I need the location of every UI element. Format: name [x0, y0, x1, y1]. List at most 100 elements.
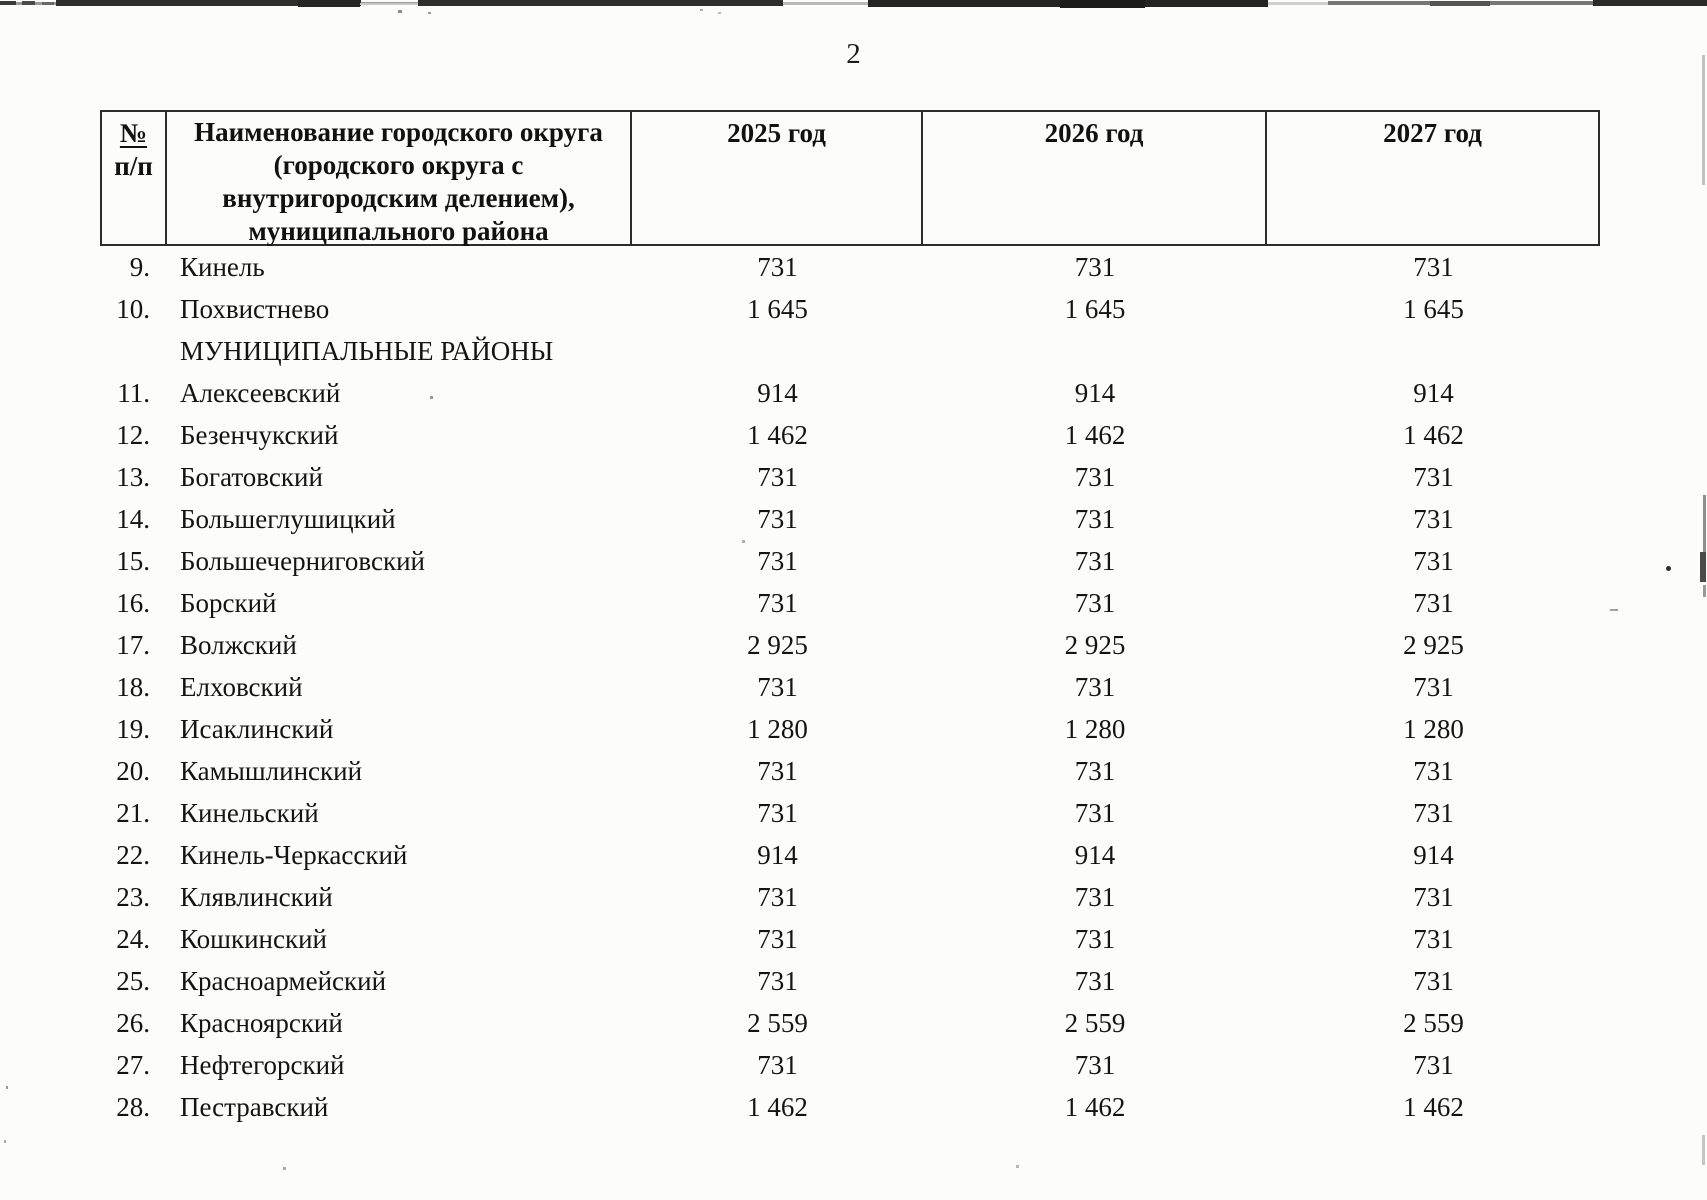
row-number: 23. [116, 882, 150, 912]
row-value-2025: 1 280 [747, 714, 808, 744]
row-value-2026: 731 [1074, 798, 1116, 828]
table-row: 20. Камышлинский 731 731 731 [100, 750, 1600, 792]
row-name: Камышлинский [180, 756, 363, 786]
row-value-2026: 1 462 [1064, 420, 1126, 450]
row-value-2027: 1 645 [1403, 294, 1464, 324]
row-value-2027: 731 [1413, 798, 1454, 828]
row-value-2026: 731 [1074, 924, 1116, 954]
table-row: 28. Пестравский 1 462 1 462 1 462 [100, 1086, 1600, 1128]
row-value-2025: 1 645 [747, 294, 808, 324]
empty-cell [100, 330, 165, 372]
row-name: Богатовский [180, 462, 323, 492]
row-number: 12. [116, 420, 150, 450]
row-number: 19. [116, 714, 150, 744]
row-name: Кинельский [180, 798, 319, 828]
row-value-2026: 2 559 [1064, 1008, 1126, 1038]
row-value-2025: 2 925 [747, 630, 808, 660]
row-name: Борский [180, 588, 277, 618]
empty-cell [1267, 330, 1600, 372]
row-value-2026: 731 [1074, 882, 1116, 912]
row-value-2027: 731 [1413, 672, 1454, 702]
row-name: Алексеевский [180, 378, 341, 408]
table-row: 17. Волжский 2 925 2 925 2 925 [100, 624, 1600, 666]
row-value-2026: 731 [1074, 588, 1116, 618]
row-number: 14. [116, 504, 150, 534]
row-number: 16. [116, 588, 150, 618]
table-body: 9. Кинель 731 731 731 10. Похвистнево 1 … [100, 246, 1600, 1128]
row-value-2025: 731 [757, 504, 798, 534]
row-number: 10. [116, 294, 150, 324]
row-value-2027: 914 [1413, 378, 1454, 408]
row-value-2027: 2 559 [1403, 1008, 1464, 1038]
row-name: Большечерниговский [180, 546, 425, 576]
row-value-2027: 731 [1413, 462, 1454, 492]
row-value-2025: 731 [757, 1050, 798, 1080]
row-name: Пестравский [180, 1092, 329, 1122]
header-cell-2027: 2027 год [1265, 112, 1598, 244]
row-value-2026: 731 [1074, 966, 1116, 996]
row-name: Кошкинский [180, 924, 327, 954]
row-value-2026: 731 [1074, 672, 1116, 702]
budget-table: № п/п Наименование городского округа (го… [100, 110, 1600, 1128]
row-name: Елховский [180, 672, 303, 702]
table-section-row: МУНИЦИПАЛЬНЫЕ РАЙОНЫ [100, 330, 1600, 372]
row-value-2027: 731 [1413, 504, 1454, 534]
row-value-2025: 914 [757, 840, 798, 870]
table-row: 19. Исаклинский 1 280 1 280 1 280 [100, 708, 1600, 750]
row-number: 15. [116, 546, 150, 576]
row-value-2025: 731 [757, 252, 798, 282]
table-row: 24. Кошкинский 731 731 731 [100, 918, 1600, 960]
row-number: 25. [116, 966, 150, 996]
row-value-2027: 731 [1413, 252, 1454, 282]
row-value-2026: 1 462 [1064, 1092, 1126, 1122]
table-row: 25. Красноармейский 731 731 731 [100, 960, 1600, 1002]
row-value-2026: 731 [1074, 252, 1116, 282]
row-number: 24. [116, 924, 150, 954]
table-row: 26. Красноярский 2 559 2 559 2 559 [100, 1002, 1600, 1044]
header-number-symbol: № [119, 118, 148, 148]
row-number: 13. [116, 462, 150, 492]
row-value-2025: 914 [757, 378, 798, 408]
row-value-2027: 1 462 [1403, 1092, 1464, 1122]
row-value-2026: 914 [1074, 840, 1116, 870]
table-row: 16. Борский 731 731 731 [100, 582, 1600, 624]
table-row: 12. Безенчукский 1 462 1 462 1 462 [100, 414, 1600, 456]
table-row: 10. Похвистнево 1 645 1 645 1 645 [100, 288, 1600, 330]
row-value-2026: 1 645 [1064, 294, 1126, 324]
row-value-2027: 731 [1413, 588, 1454, 618]
row-value-2027: 731 [1413, 546, 1454, 576]
table-header-row: № п/п Наименование городского округа (го… [100, 110, 1600, 246]
row-value-2025: 731 [757, 462, 798, 492]
row-name: Похвистнево [180, 294, 330, 324]
row-value-2025: 731 [757, 882, 798, 912]
table-row: 23. Клявлинский 731 731 731 [100, 876, 1600, 918]
row-number: 9. [129, 252, 150, 282]
table-row: 14. Большеглушицкий 731 731 731 [100, 498, 1600, 540]
row-name: Безенчукский [180, 420, 339, 450]
row-name: Красноармейский [180, 966, 387, 996]
page-number: 2 [846, 38, 861, 70]
row-value-2026: 731 [1074, 1050, 1116, 1080]
header-cell-2025: 2025 год [630, 112, 921, 244]
row-name: Клявлинский [180, 882, 333, 912]
row-name: Нефтегорский [180, 1050, 345, 1080]
row-number: 11. [117, 378, 150, 408]
row-value-2025: 731 [757, 672, 798, 702]
row-value-2025: 2 559 [747, 1008, 808, 1038]
table-row: 27. Нефтегорский 731 731 731 [100, 1044, 1600, 1086]
section-label: МУНИЦИПАЛЬНЫЕ РАЙОНЫ [180, 336, 554, 366]
row-number: 21. [116, 798, 150, 828]
table-row: 22. Кинель-Черкасский 914 914 914 [100, 834, 1600, 876]
header-cell-number: № п/п [102, 112, 165, 244]
row-name: Волжский [180, 630, 297, 660]
table-row: 13. Богатовский 731 731 731 [100, 456, 1600, 498]
row-value-2026: 731 [1074, 546, 1116, 576]
table-row: 11. Алексеевский 914 914 914 [100, 372, 1600, 414]
row-value-2026: 731 [1074, 462, 1116, 492]
row-number: 20. [116, 756, 150, 786]
row-value-2025: 731 [757, 756, 798, 786]
row-value-2027: 731 [1413, 924, 1454, 954]
row-value-2026: 731 [1074, 756, 1116, 786]
empty-cell [632, 330, 923, 372]
row-number: 26. [116, 1008, 150, 1038]
